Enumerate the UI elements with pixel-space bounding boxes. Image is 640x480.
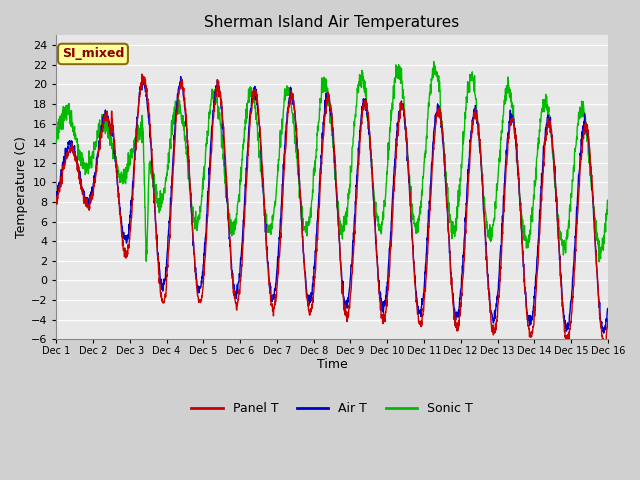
Legend: Panel T, Air T, Sonic T: Panel T, Air T, Sonic T — [186, 397, 478, 420]
X-axis label: Time: Time — [317, 358, 348, 371]
Title: Sherman Island Air Temperatures: Sherman Island Air Temperatures — [204, 15, 460, 30]
Text: SI_mixed: SI_mixed — [62, 48, 124, 60]
Y-axis label: Temperature (C): Temperature (C) — [15, 136, 28, 238]
